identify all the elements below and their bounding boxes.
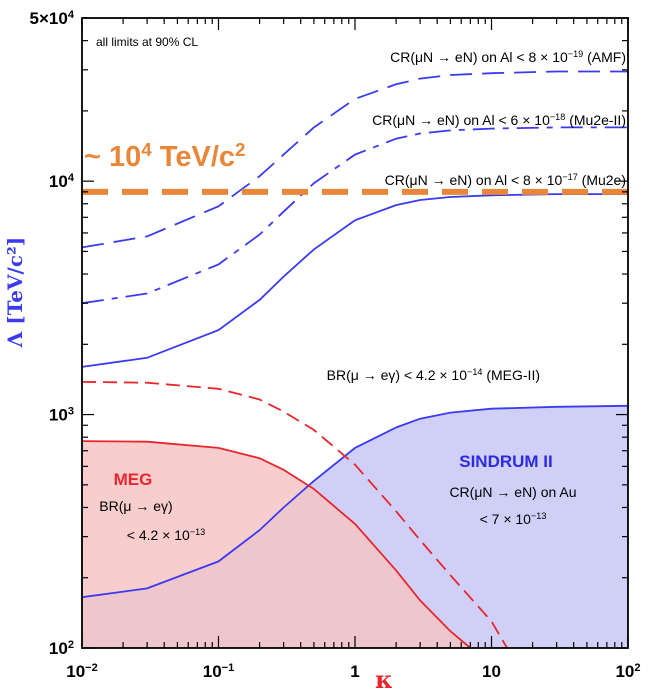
reference-line-label: ~ 104 TeV/c2 [84, 139, 246, 174]
y-axis-label: Λ [TeV/c²] [3, 237, 27, 348]
axis-tick-labels: 10−2 10−1 1 10 102 102 103 104 5×104 [30, 9, 641, 681]
filled-regions [82, 404, 628, 648]
y-tick-label: 5×104 [30, 9, 75, 28]
curve-amf [82, 70, 628, 249]
curve-mu2e [82, 193, 628, 368]
meg-sublabel-line1: BR(μ → eγ) [99, 498, 172, 514]
y-tick-label: 102 [49, 639, 74, 658]
sindrum-sublabel-line2: < 7 × 10−13 [480, 511, 547, 527]
axis-ticks [81, 17, 629, 649]
region-label-sindrum: SINDRUM II [459, 452, 553, 471]
x-axis-label: κ [375, 665, 393, 693]
curve-label-amf: CR(μN → eN) on Al < 8 × 10−19 (AMF) [390, 49, 626, 65]
x-tick-label: 10 [482, 662, 501, 681]
limits-note: all limits at 90% CL [96, 35, 198, 49]
y-tick-label: 103 [49, 406, 74, 425]
x-tick-label: 10−1 [203, 662, 235, 681]
x-tick-label: 10−2 [66, 662, 98, 681]
limit-curves [82, 70, 628, 648]
curve-meg-ii [82, 381, 508, 648]
curve-mu2e-ii [82, 126, 628, 305]
x-tick-label: 102 [615, 662, 640, 681]
annotations: κ Λ [TeV/c²] all limits at 90% CL BR(μ → eγ… [3, 35, 626, 693]
x-tick-label: 1 [350, 662, 359, 681]
region-label-meg: MEG [114, 470, 153, 489]
region-boundary-sindrum-ii [82, 404, 628, 599]
curve-label-mu2e: CR(μN → eN) on Al < 8 × 10−17 (Mu2e) [385, 172, 626, 188]
meg-sublabel-line2: < 4.2 × 10−13 [127, 527, 206, 543]
sindrum-sublabel-line1: CR(μN → eN) on Au [449, 484, 576, 500]
curve-label-meg-ii: BR(μ → eγ) < 4.2 × 10−14 (MEG-II) [327, 367, 540, 383]
region-fill-meg [82, 441, 471, 648]
y-tick-label: 104 [49, 172, 75, 191]
region-boundary-meg [82, 440, 471, 648]
curve-label-mu2e-ii: CR(μN → eN) on Al < 6 × 10−18 (Mu2e-II) [372, 112, 626, 128]
